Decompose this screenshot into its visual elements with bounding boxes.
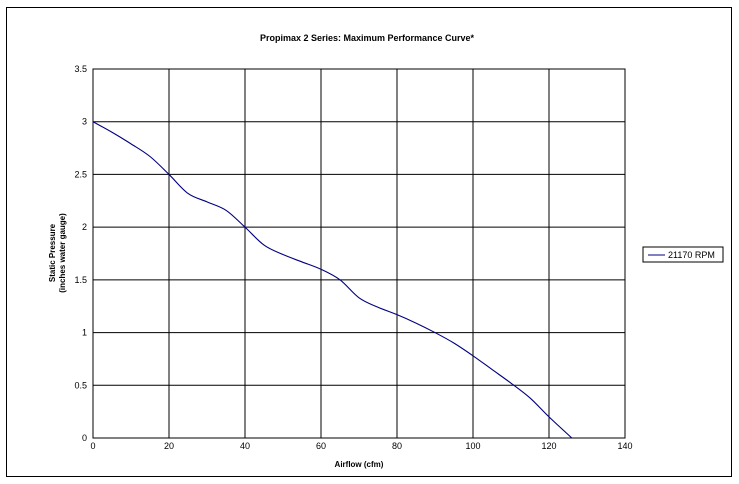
- x-tick-label: 80: [392, 441, 402, 451]
- y-tick-label: 0.5: [74, 380, 87, 390]
- chart-frame: Propimax 2 Series: Maximum Performance C…: [6, 7, 732, 477]
- y-tick-label: 0: [82, 433, 87, 443]
- legend-entry: 21170 RPM: [668, 250, 715, 260]
- plot-area: [92, 68, 626, 439]
- y-tick-label: 1.5: [74, 275, 87, 285]
- y-tick-label: 2.5: [74, 169, 87, 179]
- legend: 21170 RPM: [642, 246, 724, 263]
- x-tick-label: 100: [465, 441, 480, 451]
- series-group: [92, 121, 573, 439]
- x-tick-label: 60: [316, 441, 326, 451]
- y-axis-ticks: 0 0.5 1 1.5 2 2.5 3 3.5: [74, 64, 87, 443]
- y-axis-label-line1: Static Pressure: [48, 223, 57, 282]
- x-tick-label: 20: [164, 441, 174, 451]
- y-tick-label: 3.5: [74, 64, 87, 74]
- chart: Propimax 2 Series: Maximum Performance C…: [48, 33, 724, 469]
- y-axis-label-line2: (inches water gauge): [58, 213, 67, 293]
- chart-title: Propimax 2 Series: Maximum Performance C…: [260, 33, 475, 43]
- legend-box: [642, 246, 724, 263]
- x-tick-label: 40: [240, 441, 250, 451]
- y-tick-label: 3: [82, 117, 87, 127]
- x-axis-label: Airflow (cfm): [335, 460, 384, 469]
- x-tick-label: 120: [541, 441, 556, 451]
- grid: [92, 68, 626, 439]
- y-tick-label: 1: [82, 328, 87, 338]
- y-tick-label: 2: [82, 222, 87, 232]
- series-line-0: [92, 121, 573, 439]
- x-axis-ticks: 0 20 40 60 80 100 120 140: [90, 441, 632, 451]
- x-tick-label: 0: [90, 441, 95, 451]
- x-tick-label: 140: [617, 441, 632, 451]
